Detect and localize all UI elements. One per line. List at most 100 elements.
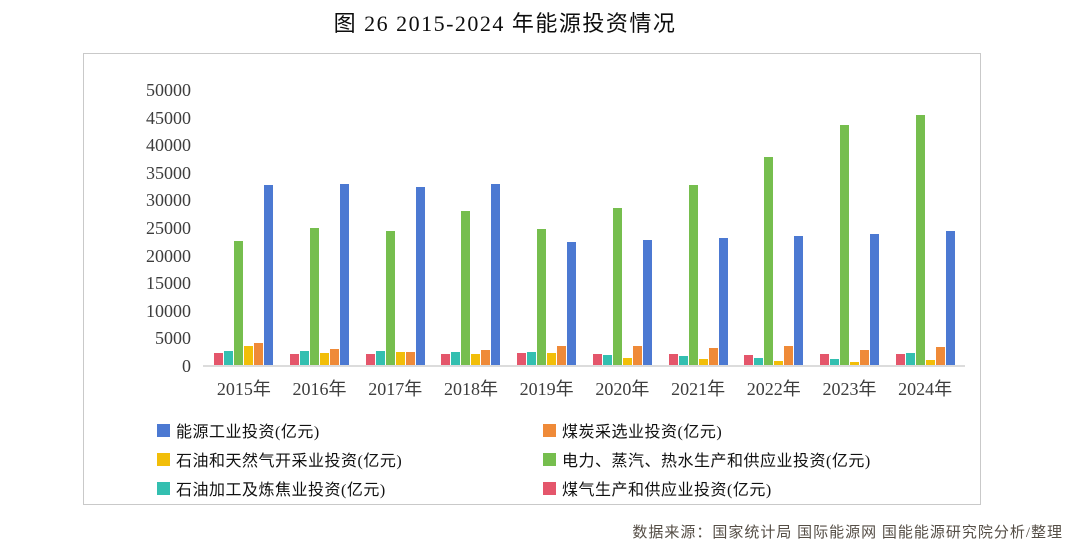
bar-cluster bbox=[819, 125, 879, 366]
bar bbox=[602, 355, 612, 366]
bar bbox=[688, 184, 698, 366]
bar bbox=[935, 346, 945, 366]
bar bbox=[481, 350, 491, 366]
bar bbox=[385, 231, 395, 366]
y-axis-tick-label: 15000 bbox=[146, 273, 191, 294]
y-axis-tick-label: 30000 bbox=[146, 190, 191, 211]
legend-label: 石油加工及炼焦业投资(亿元) bbox=[176, 482, 386, 499]
x-axis-category-label: 2023年 bbox=[822, 379, 877, 399]
bar bbox=[869, 233, 879, 366]
bar bbox=[405, 351, 415, 366]
bar-cluster bbox=[290, 183, 350, 366]
legend-swatch-icon bbox=[543, 481, 556, 495]
chart-title: 图 26 2015-2024 年能源投资情况 bbox=[333, 11, 677, 36]
bar bbox=[839, 125, 849, 366]
bar bbox=[925, 360, 935, 366]
bar bbox=[547, 353, 557, 366]
bar bbox=[859, 349, 869, 366]
bar bbox=[415, 186, 425, 366]
x-axis-category-label: 2017年 bbox=[368, 379, 423, 399]
y-axis-tick-label: 10000 bbox=[146, 300, 191, 321]
bar bbox=[895, 354, 905, 366]
legend: 能源工业投资(亿元) 煤炭采选业投资(亿元) 石油和天然气开采业投资(亿元) 电力、蒸… bbox=[157, 420, 871, 499]
bar bbox=[642, 239, 652, 366]
bar-cluster bbox=[365, 186, 425, 366]
bar-cluster bbox=[668, 184, 728, 366]
bar bbox=[849, 361, 859, 366]
bar-group-2023年 bbox=[812, 90, 888, 366]
x-axis-category-label: 2019年 bbox=[519, 379, 574, 399]
bar bbox=[214, 352, 224, 366]
legend-swatch-icon bbox=[157, 481, 170, 495]
bar-cluster bbox=[517, 229, 577, 366]
bar bbox=[290, 354, 300, 366]
x-axis-category-label: 2020年 bbox=[595, 379, 650, 399]
bar bbox=[224, 350, 234, 366]
y-axis-tick-label: 0 bbox=[182, 356, 191, 376]
bar bbox=[244, 346, 254, 366]
bar-group-2020年 bbox=[585, 90, 661, 366]
y-axis-tick-label: 25000 bbox=[146, 218, 191, 238]
x-axis-category-label: 2022年 bbox=[746, 379, 801, 399]
bar bbox=[451, 351, 461, 366]
x-axis-category-label: 2016年 bbox=[292, 379, 347, 399]
legend-item: 煤炭采选业投资(亿元) bbox=[543, 420, 871, 441]
plot-area bbox=[206, 90, 963, 366]
y-axis-tick-label: 50000 bbox=[146, 80, 191, 100]
y-axis-tick-label: 5000 bbox=[155, 328, 191, 349]
y-axis-tick-label: 20000 bbox=[146, 245, 191, 266]
bar-cluster bbox=[214, 185, 274, 366]
chart-frame: 0 5000 10000 15000 20000 25000 30000 35000 40000… bbox=[83, 53, 981, 505]
bar bbox=[441, 353, 451, 366]
bar bbox=[698, 359, 708, 366]
bar bbox=[764, 157, 774, 366]
bar bbox=[794, 235, 804, 366]
x-axis-line bbox=[203, 365, 965, 367]
legend-swatch-icon bbox=[543, 423, 556, 437]
bar bbox=[264, 185, 274, 366]
bar-cluster bbox=[441, 184, 501, 366]
legend-label: 能源工业投资(亿元) bbox=[176, 424, 320, 441]
bar bbox=[365, 353, 375, 366]
x-axis-category-label: 2024年 bbox=[898, 379, 953, 399]
bar-group-2024年 bbox=[887, 90, 963, 366]
x-axis-category-label: 2018年 bbox=[443, 379, 498, 399]
bar bbox=[668, 354, 678, 366]
bar bbox=[612, 208, 622, 366]
legend-label: 石油和天然气开采业投资(亿元) bbox=[176, 453, 403, 470]
x-axis-category-label: 2015年 bbox=[216, 379, 271, 399]
bar-group-2022年 bbox=[736, 90, 812, 366]
bar bbox=[622, 358, 632, 366]
bar bbox=[915, 114, 925, 366]
bar bbox=[330, 349, 340, 366]
legend-item: 煤气生产和供应业投资(亿元) bbox=[543, 478, 871, 499]
bar bbox=[829, 358, 839, 366]
bar-group-2021年 bbox=[660, 90, 736, 366]
y-axis-tick-label: 40000 bbox=[146, 135, 191, 156]
legend-item: 石油和天然气开采业投资(亿元) bbox=[157, 449, 543, 470]
legend-item: 石油加工及炼焦业投资(亿元) bbox=[157, 478, 543, 499]
x-axis: 2015年 2016年 2017年 2018年 2019年 2020年 2021年 2022年… bbox=[206, 375, 963, 401]
bar bbox=[537, 229, 547, 366]
bar bbox=[517, 353, 527, 366]
bar bbox=[905, 353, 915, 366]
x-axis-category-label: 2021年 bbox=[671, 379, 726, 399]
bar bbox=[718, 237, 728, 366]
y-axis: 0 5000 10000 15000 20000 25000 30000 35000 40000… bbox=[84, 54, 191, 504]
bar bbox=[774, 360, 784, 366]
bar bbox=[557, 345, 567, 366]
bar-group-2018年 bbox=[433, 90, 509, 366]
legend-label: 煤炭采选业投资(亿元) bbox=[562, 424, 723, 441]
legend-swatch-icon bbox=[543, 452, 556, 466]
bar bbox=[754, 358, 764, 366]
bar bbox=[567, 241, 577, 366]
bar bbox=[784, 345, 794, 366]
bar bbox=[819, 354, 829, 366]
bar-group-2019年 bbox=[509, 90, 585, 366]
bar bbox=[491, 184, 501, 366]
bar bbox=[744, 354, 754, 366]
bar bbox=[395, 352, 405, 366]
bar bbox=[300, 351, 310, 366]
bar-cluster bbox=[744, 157, 804, 366]
